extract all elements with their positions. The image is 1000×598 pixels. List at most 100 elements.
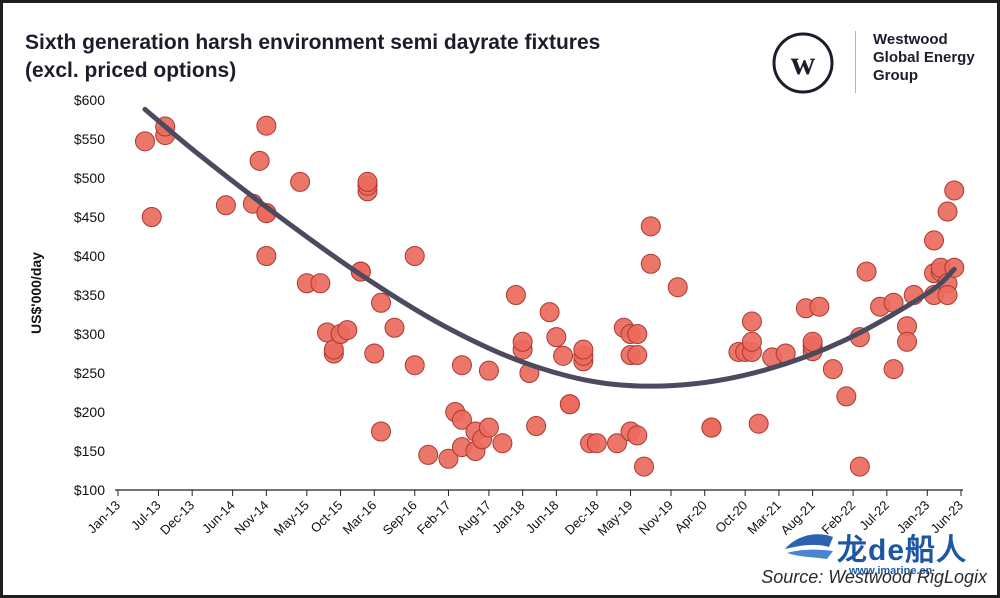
westwood-logo: w: [772, 32, 834, 94]
data-point: [627, 425, 648, 446]
x-tick-label: Jun-14: [199, 498, 238, 537]
x-tick-label: Dec-13: [157, 498, 197, 538]
logo-divider: [855, 31, 856, 93]
data-point: [451, 355, 472, 376]
data-point: [937, 285, 958, 305]
logo-ring: [772, 32, 834, 94]
data-point: [404, 355, 425, 376]
y-axis-ticks: $100 $150 $200 $250 $300 $350 $400 $450 $500 $550…: [74, 92, 105, 498]
data-point: [546, 327, 567, 348]
y-tick-label: $250: [74, 365, 105, 381]
x-tick-label: Nov-19: [636, 498, 676, 538]
data-point: [371, 292, 392, 313]
y-tick-label: $300: [74, 326, 105, 342]
x-tick-label: Oct-20: [712, 498, 750, 536]
x-tick-label: Jan-13: [84, 498, 123, 537]
data-point: [856, 261, 877, 282]
y-axis-label: US$'000/day: [28, 252, 44, 334]
y-tick-label: $400: [74, 248, 105, 264]
data-point: [627, 345, 648, 366]
brand-line-3: Group: [873, 67, 918, 84]
data-point: [883, 359, 904, 380]
data-point: [627, 324, 648, 344]
data-point: [492, 433, 513, 454]
chart-title-line-2: (excl. priced options): [25, 59, 237, 82]
data-point: [607, 433, 628, 454]
data-point: [404, 246, 425, 266]
data-point: [741, 331, 762, 352]
data-point: [836, 386, 857, 407]
data-point: [559, 394, 580, 415]
data-point: [937, 201, 958, 222]
data-point: [701, 417, 722, 438]
chart-title-line-1: Sixth generation harsh environment semi …: [25, 31, 601, 54]
data-point: [512, 331, 533, 352]
y-tick-label: $150: [74, 443, 105, 459]
x-tick-label: May-15: [271, 498, 312, 539]
data-point: [809, 296, 830, 317]
y-tick-label: $600: [74, 92, 105, 108]
x-tick-label: Mar-21: [744, 498, 784, 538]
data-point: [438, 448, 459, 469]
y-tick-label: $200: [74, 404, 105, 420]
watermark: 龙de船人 www.imarine.cn: [783, 525, 983, 581]
data-point: [586, 433, 607, 454]
data-point: [573, 339, 594, 360]
scatter-chart: $100 $150 $200 $250 $300 $350 $400 $450 $500 $550…: [28, 92, 966, 539]
data-point: [478, 360, 499, 381]
x-tick-label: May-19: [594, 498, 635, 539]
watermark-brand: 龙de船人: [837, 534, 968, 567]
data-point: [357, 171, 378, 192]
x-tick-label: Oct-15: [307, 498, 345, 536]
data-point: [924, 230, 945, 251]
logo-letter: w: [791, 45, 816, 82]
data-point: [822, 359, 843, 380]
data-point: [634, 456, 655, 477]
x-tick-label: Sep-16: [380, 498, 420, 538]
chart-title: Sixth generation harsh environment semi …: [25, 29, 665, 85]
data-point: [384, 317, 405, 338]
brand-line-1: Westwood: [873, 31, 948, 48]
y-tick-label: $500: [74, 170, 105, 186]
x-tick-label: Apr-20: [672, 498, 710, 536]
data-points: [134, 115, 965, 477]
data-point: [256, 115, 277, 136]
data-point: [640, 253, 661, 274]
data-point: [741, 311, 762, 332]
chart-frame: Sixth generation harsh environment semi …: [3, 3, 997, 595]
x-tick-label: Mar-16: [340, 498, 380, 538]
x-tick-label: Aug-17: [454, 498, 494, 538]
y-tick-label: $100: [74, 482, 105, 498]
data-point: [418, 444, 439, 465]
data-point: [249, 150, 270, 171]
data-point: [505, 285, 526, 305]
watermark-url: www.imarine.cn: [849, 565, 933, 577]
data-point: [451, 409, 472, 430]
x-tick-label: Nov-14: [231, 498, 271, 538]
y-tick-label: $350: [74, 287, 105, 303]
x-tick-label: Dec-18: [562, 498, 602, 538]
data-point: [897, 331, 918, 352]
data-point: [748, 413, 769, 434]
data-point: [478, 417, 499, 438]
x-tick-label: Feb-17: [414, 498, 454, 538]
data-point: [134, 131, 155, 152]
brand-name: Westwood Global Energy Group: [873, 31, 975, 85]
x-tick-label: Jun-18: [523, 498, 562, 537]
data-point: [141, 207, 162, 227]
data-point: [667, 277, 688, 298]
data-point: [364, 343, 385, 364]
data-point: [256, 246, 277, 266]
data-point: [944, 180, 965, 201]
x-tick-label: Jan-18: [489, 498, 528, 537]
data-point: [290, 171, 311, 192]
trend-line: [142, 106, 957, 389]
source-note: Source: Westwood RigLogix: [761, 567, 987, 587]
data-point: [310, 273, 331, 294]
data-point: [640, 216, 661, 237]
boat-logo-icon: [785, 534, 833, 559]
data-point: [215, 195, 236, 216]
data-point: [371, 421, 392, 442]
data-point: [539, 302, 560, 323]
brand-line-2: Global Energy: [873, 49, 975, 66]
